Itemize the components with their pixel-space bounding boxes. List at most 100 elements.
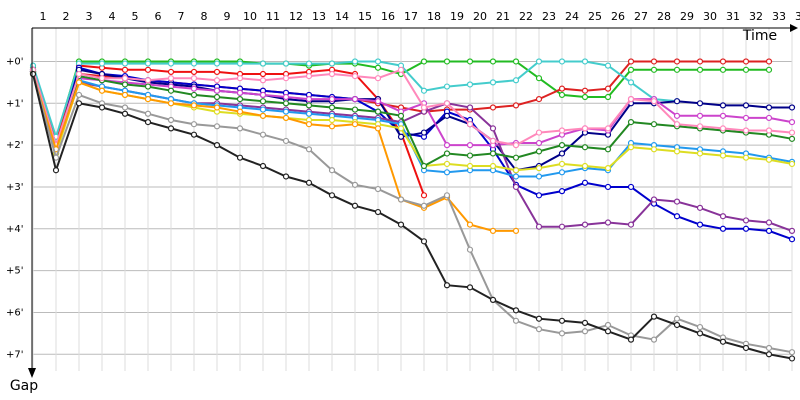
lap-point (75, 79, 83, 86)
lap-point (374, 64, 382, 71)
lap-point (650, 336, 658, 343)
lap-point (627, 144, 635, 151)
lap-point (581, 319, 589, 326)
lap-point (259, 106, 267, 113)
lap-point (535, 315, 543, 322)
lap-point (489, 227, 497, 234)
lap-point (236, 75, 244, 82)
lap-point (374, 208, 382, 216)
lap-point (696, 323, 704, 331)
lap-point (75, 91, 83, 99)
lap-point (788, 355, 796, 362)
series-line (32, 69, 793, 149)
lap-point (351, 202, 359, 209)
lap-point (305, 146, 313, 153)
series-line (32, 73, 516, 232)
lap-point (489, 162, 497, 170)
x-tick-label: 18 (427, 10, 441, 23)
x-tick-label: 22 (519, 10, 533, 23)
x-tick-label: 26 (611, 10, 625, 23)
lap-point (558, 150, 566, 157)
lap-point (443, 282, 451, 289)
lap-point (742, 225, 750, 232)
lap-point (581, 125, 589, 132)
lap-point (604, 219, 612, 226)
x-tick-label: 23 (542, 10, 556, 23)
lap-point (397, 66, 405, 73)
lap-point (765, 219, 773, 226)
lap-point (696, 58, 704, 65)
lap-point (397, 196, 405, 203)
lap-point (305, 96, 313, 103)
lap-point (420, 129, 428, 136)
lap-point (696, 66, 704, 73)
lap-point (719, 213, 727, 220)
lap-point (512, 154, 520, 161)
lap-point (788, 227, 796, 234)
x-tick-label: 27 (634, 10, 648, 23)
lap-point (213, 93, 221, 101)
lap-point (305, 179, 313, 186)
lap-point (535, 75, 543, 82)
lap-point (98, 60, 106, 67)
y-tick-label: +0' (6, 56, 24, 67)
lap-point (374, 58, 382, 65)
lap-point (443, 100, 451, 107)
lap-point (328, 116, 336, 124)
lap-point (558, 223, 566, 230)
lap-point (788, 129, 796, 136)
lap-point (75, 100, 83, 107)
lap-point (466, 104, 474, 111)
lap-point (144, 77, 152, 84)
lap-point (259, 131, 267, 138)
x-tick-label: 34 (795, 10, 800, 23)
lap-point (719, 102, 727, 109)
lap-point (98, 87, 106, 94)
y-tick-label: +6' (6, 307, 24, 318)
lap-point (236, 125, 244, 132)
lap-point (673, 112, 681, 119)
lap-point (627, 221, 635, 228)
lap-point (742, 58, 750, 65)
lap-point (259, 91, 267, 99)
lap-point (167, 125, 175, 132)
y-tick-label: +4' (6, 224, 24, 235)
x-tick-label: 31 (726, 10, 740, 23)
lap-point (788, 135, 796, 142)
lap-point (788, 119, 796, 126)
lap-point (604, 183, 612, 191)
lap-point (236, 108, 244, 115)
lap-point (282, 93, 290, 101)
y-tick-label: +2' (6, 140, 24, 151)
lap-point (443, 112, 451, 119)
lap-point (420, 87, 428, 94)
lap-point (696, 100, 704, 107)
lap-point (765, 351, 773, 358)
lap-point (489, 150, 497, 157)
lap-point (558, 188, 566, 195)
lap-point (581, 93, 589, 101)
series-line (32, 68, 793, 149)
lap-point (121, 81, 129, 88)
lap-point (535, 139, 543, 147)
series-line (32, 73, 793, 354)
lap-point (144, 96, 152, 103)
lap-point (765, 114, 773, 122)
x-tick-label: 12 (289, 10, 303, 23)
lap-point (121, 66, 129, 73)
lap-point (535, 192, 543, 199)
lap-point (167, 87, 175, 94)
lap-point (742, 217, 750, 224)
lap-point (213, 77, 221, 84)
lap-point (121, 104, 129, 111)
lap-point (213, 68, 221, 76)
lap-point (512, 58, 520, 65)
lap-point (282, 137, 290, 145)
lap-point (581, 58, 589, 65)
lap-point (190, 91, 198, 99)
lap-point (397, 112, 405, 119)
lap-point (535, 96, 543, 103)
lap-point (282, 173, 290, 180)
lap-point (397, 125, 405, 132)
lap-point (788, 104, 796, 111)
